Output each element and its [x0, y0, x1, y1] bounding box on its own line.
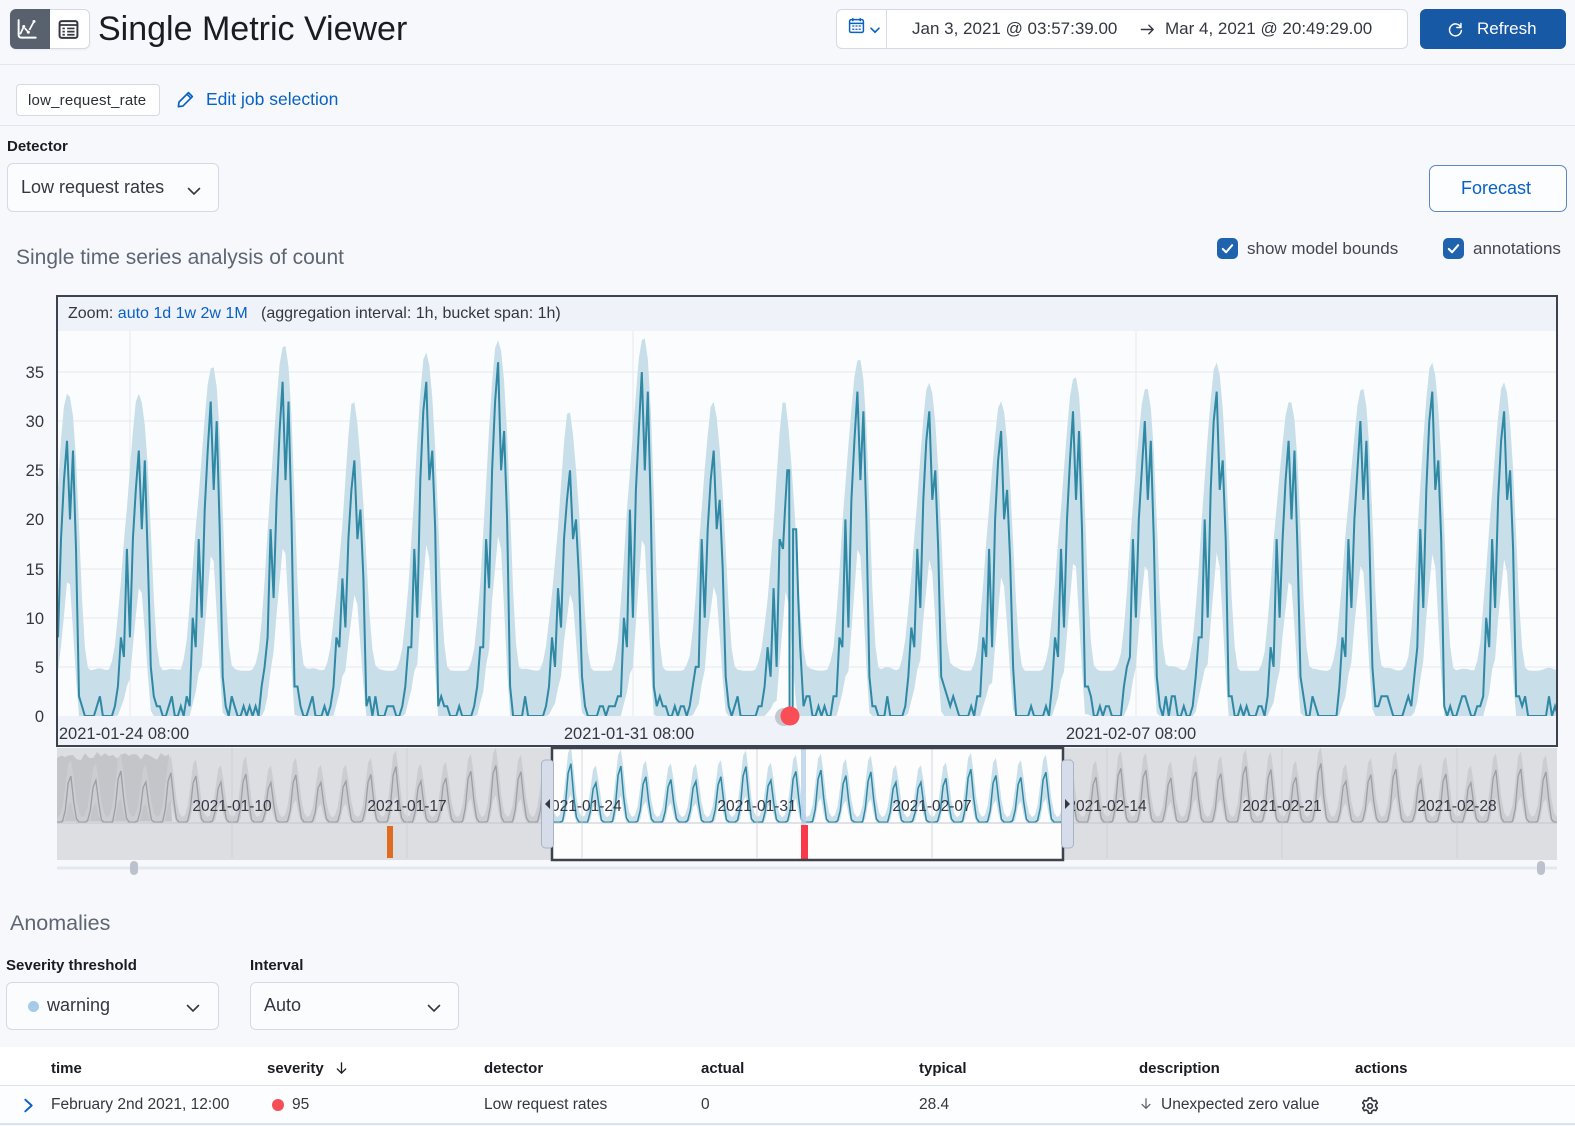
svg-text:5: 5 — [35, 659, 44, 677]
svg-text:2021-01-24: 2021-01-24 — [542, 798, 622, 815]
svg-text:10: 10 — [26, 610, 44, 628]
svg-text:20: 20 — [26, 511, 44, 529]
svg-text:2021-01-31: 2021-01-31 — [717, 798, 796, 815]
svg-text:2021-01-31 08:00: 2021-01-31 08:00 — [564, 725, 694, 743]
svg-text:35: 35 — [26, 364, 44, 382]
svg-text:2021-01-24 08:00: 2021-01-24 08:00 — [59, 725, 189, 743]
svg-text:0: 0 — [35, 708, 44, 726]
svg-text:25: 25 — [26, 462, 44, 480]
svg-text:2021-02-07: 2021-02-07 — [892, 798, 971, 815]
svg-text:30: 30 — [26, 413, 44, 431]
svg-text:2021-01-10: 2021-01-10 — [192, 798, 272, 815]
svg-text:2021-02-28: 2021-02-28 — [1417, 798, 1496, 815]
svg-text:2021-02-21: 2021-02-21 — [1242, 798, 1321, 815]
svg-text:2021-02-14: 2021-02-14 — [1067, 798, 1147, 815]
svg-text:15: 15 — [26, 561, 44, 579]
svg-text:2021-01-17: 2021-01-17 — [367, 798, 446, 815]
svg-text:2021-02-07 08:00: 2021-02-07 08:00 — [1066, 725, 1196, 743]
